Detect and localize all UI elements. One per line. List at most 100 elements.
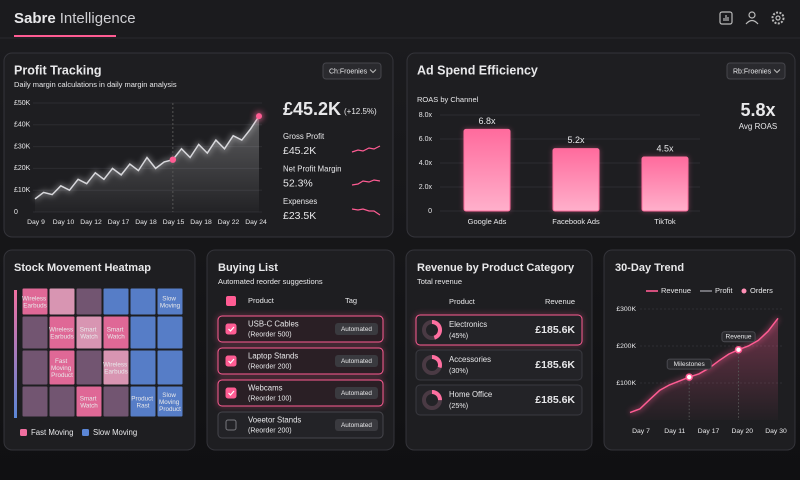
label-line: Smart: [80, 395, 99, 402]
label-line: Product: [51, 372, 73, 379]
heatmap-cell: [21, 349, 49, 386]
row-box: [217, 347, 384, 375]
heatmap-cell: [48, 315, 76, 350]
cell-label: Slow Moving: [160, 295, 181, 309]
list-row[interactable]: Voeetor Stands (Reorder 200) Automated: [217, 411, 384, 439]
heatmap-cell: [21, 315, 49, 350]
column-header: Revenue: [545, 297, 575, 306]
metric-value: 52.3%: [283, 177, 313, 189]
row-checkbox[interactable]: [225, 323, 237, 335]
dropdown-label: Ch:Froenies: [329, 68, 368, 75]
x-tick-label: Facebook Ads: [552, 217, 600, 226]
annotation-label: Revenue: [726, 334, 752, 341]
row-checkbox[interactable]: [225, 419, 237, 431]
panel-title: Ad Spend Efficiency: [417, 63, 538, 77]
y-tick-label: £30K: [14, 143, 31, 150]
cell-label: Fast Moving Product: [51, 357, 73, 378]
dropdown-label: Rb:Froenies: [733, 68, 772, 75]
cell-label: Product Rast: [131, 395, 154, 409]
heatmap-cell: [129, 315, 157, 350]
category-revenue: £185.6K: [535, 359, 575, 371]
check-mark: [228, 326, 235, 332]
dropdown-box: [322, 62, 382, 80]
list-row[interactable]: Webcams (Reorder 100) Automated: [217, 379, 384, 407]
x-tick-label: Day 17: [698, 428, 720, 435]
line-area: [630, 318, 778, 420]
annotation-box: [721, 331, 756, 343]
category-name: Accessories: [449, 355, 491, 364]
header-bar: [0, 0, 800, 38]
x-tick-label: TikTok: [654, 217, 676, 226]
dropdown[interactable]: Ch:Froenies: [322, 62, 382, 80]
row-box: [415, 384, 583, 416]
x-tick-label: Day 17: [108, 219, 130, 226]
label-line: Rast: [137, 402, 150, 409]
x-tick-label: Day 11: [664, 428, 685, 435]
y-tick-label: 0: [14, 209, 18, 216]
y-tick-label: £100K: [616, 380, 636, 387]
cell-label: Smart Watch: [107, 326, 126, 340]
heatmap-cell: [102, 287, 130, 316]
metric-label: Expenses: [283, 197, 317, 206]
label-line: Earbuds: [50, 333, 73, 340]
label-line: Wireless: [49, 326, 75, 333]
label-line: Wireless: [103, 361, 129, 368]
y-tick-label: 0: [428, 208, 432, 215]
dropdown[interactable]: Rb:Froenies: [726, 62, 786, 80]
select-all-checkbox[interactable]: [226, 296, 236, 306]
heatmap-cell: [102, 385, 130, 418]
dropdown-chevron: [369, 69, 377, 74]
item-name: USB-C Cables: [248, 320, 299, 329]
x-tick-label: Google Ads: [468, 217, 507, 226]
user-icon[interactable]: [745, 11, 759, 25]
bar-value-label: 6.8x: [478, 116, 496, 126]
bar: [463, 128, 511, 212]
row-checkbox[interactable]: [225, 355, 237, 367]
sparkline: [351, 208, 381, 216]
row-checkbox[interactable]: [225, 387, 237, 399]
chart-icon[interactable]: [719, 11, 733, 25]
label-line: Product: [131, 395, 154, 402]
bar: [552, 148, 600, 212]
heatmap-cell: [75, 349, 103, 386]
label-line: Moving: [159, 399, 181, 406]
chart-subtitle: ROAS by Channel: [417, 95, 479, 104]
check-mark: [228, 358, 235, 364]
x-tick-label: Day 10: [53, 219, 75, 226]
row-box: [217, 315, 384, 343]
item-name: Laptop Stands: [248, 352, 298, 361]
metric-value: £45.2K: [283, 145, 316, 157]
settings-icon[interactable]: [771, 11, 785, 25]
tag-pill: [335, 355, 378, 367]
y-tick-label: 2.0x: [419, 184, 433, 191]
profit-change: (+12.5%): [344, 107, 377, 116]
item-name: Webcams: [248, 384, 283, 393]
dropdown-box: [726, 62, 786, 80]
bar-value-label: 5.2x: [567, 135, 585, 145]
y-tick-label: £300K: [616, 306, 636, 313]
annotation-box: [666, 358, 712, 370]
y-tick-label: 6.0x: [419, 136, 433, 143]
list-row[interactable]: Laptop Stands (Reorder 200) Automated: [217, 347, 384, 375]
y-tick-label: £50K: [14, 100, 31, 107]
item-name: Voeetor Stands: [248, 416, 301, 425]
heatmap-cell: [48, 349, 76, 386]
y-tick-label: 4.0x: [419, 160, 433, 167]
tag-label: Automated: [341, 422, 372, 429]
x-tick-label: Day 24: [245, 219, 267, 226]
heatmap-cell: [102, 349, 130, 386]
category-revenue: £185.6K: [535, 324, 575, 336]
tag-pill: [335, 419, 378, 431]
panel-subtitle: Automated reorder suggestions: [218, 277, 323, 286]
donut-share: [422, 355, 442, 375]
tag-label: Automated: [341, 358, 372, 365]
list-row[interactable]: USB-C Cables (Reorder 500) Automated: [217, 315, 384, 343]
heatmap-cell: [48, 385, 76, 418]
x-tick-label: Day 20: [731, 428, 753, 435]
label-line: Watch: [80, 402, 98, 409]
cell-label: Wireless Earbuds: [22, 295, 48, 309]
label-line: Smart: [107, 326, 126, 333]
heatmap-cell: [129, 349, 157, 386]
data-line: [34, 115, 260, 200]
category-share: (30%): [449, 366, 468, 375]
